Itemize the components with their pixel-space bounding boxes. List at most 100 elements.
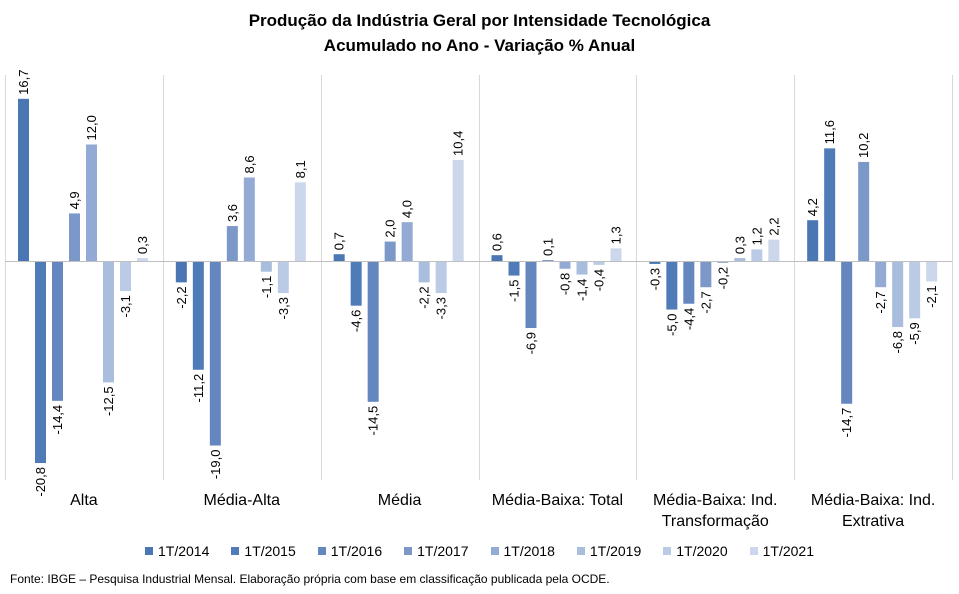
chart-title: Produção da Indústria Geral por Intensid… xyxy=(248,11,711,30)
legend-label: 1T/2017 xyxy=(417,543,469,559)
data-label: -5,9 xyxy=(907,322,922,344)
legend-swatch xyxy=(231,547,240,555)
bar xyxy=(401,222,413,261)
data-label: -14,4 xyxy=(50,405,65,435)
category-label: Média-Baixa: Ind. xyxy=(653,492,778,509)
legend-label: 1T/2019 xyxy=(589,543,642,559)
bar xyxy=(875,261,887,288)
legend-swatch xyxy=(663,547,672,555)
legend-swatch xyxy=(317,547,326,555)
legend-item: 1T/2014 xyxy=(145,541,209,561)
bar xyxy=(435,261,447,294)
bar xyxy=(841,261,853,404)
bar xyxy=(508,261,520,276)
data-label: -1,4 xyxy=(575,279,590,301)
data-label: 0,1 xyxy=(541,238,556,256)
bar xyxy=(768,239,780,261)
bar xyxy=(452,160,464,261)
data-label: -5,0 xyxy=(664,314,679,336)
bar xyxy=(175,261,187,283)
data-label: -2,2 xyxy=(417,286,432,308)
bar xyxy=(858,161,870,261)
bar xyxy=(86,144,97,261)
legend-item: 1T/2019 xyxy=(576,541,642,561)
data-label: -2,2 xyxy=(174,286,189,308)
bar xyxy=(751,249,763,261)
data-label: -12,5 xyxy=(101,386,116,416)
bar xyxy=(926,261,938,282)
bar xyxy=(734,258,746,261)
bar xyxy=(35,261,46,463)
bar xyxy=(103,261,114,383)
legend-item: 1T/2017 xyxy=(404,541,469,561)
bar xyxy=(824,148,836,261)
legend-item: 1T/2021 xyxy=(749,541,814,561)
data-label: -0,4 xyxy=(592,269,607,291)
data-label: 4,0 xyxy=(400,200,415,218)
data-label: -0,2 xyxy=(715,267,730,289)
legend-swatch xyxy=(576,547,585,555)
bar xyxy=(69,213,80,261)
bar xyxy=(683,261,695,304)
legend-label: 1T/2016 xyxy=(330,543,383,559)
data-label: 0,3 xyxy=(135,236,150,254)
bar xyxy=(649,261,661,264)
bar xyxy=(18,98,29,261)
source-note: Fonte: IBGE – Pesquisa Industrial Mensal… xyxy=(10,572,610,586)
data-label: -14,5 xyxy=(366,406,381,436)
legend-item: 1T/2015 xyxy=(231,541,296,561)
data-label: 12,0 xyxy=(84,115,99,140)
data-label: -4,4 xyxy=(681,308,696,330)
data-label: -20,8 xyxy=(33,467,48,497)
data-label: -11,2 xyxy=(191,374,206,403)
bar xyxy=(277,261,289,294)
legend-label: 1T/2014 xyxy=(158,543,210,559)
bar xyxy=(260,261,272,272)
data-label: -2,7 xyxy=(873,291,888,313)
data-label: -0,8 xyxy=(558,273,573,295)
category-label: Média xyxy=(378,492,422,509)
chart-subtitle: Acumulado no Ano - Variação % Anual xyxy=(323,36,636,55)
bar-chart: 16,7 -2,2 0,7 0,6 -0,3 4,2 -20,8 -11,2 -4,6 -1,5 -… xyxy=(5,70,953,530)
bar xyxy=(243,177,255,261)
data-label: 8,1 xyxy=(293,160,308,178)
data-label: -0,3 xyxy=(647,268,662,290)
bar xyxy=(807,220,819,261)
bar xyxy=(491,255,503,261)
data-label: 11,6 xyxy=(822,120,837,144)
legend-swatch xyxy=(749,547,758,555)
bar xyxy=(610,248,622,261)
data-label: 4,9 xyxy=(67,191,82,209)
legend-swatch xyxy=(490,547,499,555)
data-label: 10,2 xyxy=(856,133,871,158)
data-label: 3,6 xyxy=(225,204,240,222)
bar xyxy=(384,241,396,261)
bar xyxy=(192,261,204,370)
bar xyxy=(52,261,63,401)
data-label: -1,5 xyxy=(507,280,522,302)
legend-item: 1T/2020 xyxy=(663,541,728,561)
legend-swatch xyxy=(145,547,153,555)
bar xyxy=(576,261,588,275)
bar xyxy=(137,258,148,261)
legend-label: 1T/2018 xyxy=(503,543,555,559)
data-label: -2,7 xyxy=(698,291,713,313)
data-label: -3,3 xyxy=(434,297,449,319)
legend-swatch xyxy=(404,547,413,555)
category-label: Média-Baixa: Total xyxy=(492,492,623,509)
bar xyxy=(333,254,345,261)
data-label: -3,1 xyxy=(118,295,133,317)
bar xyxy=(559,261,571,269)
category-label: Média-Baixa: Ind. xyxy=(811,492,936,509)
category-label: Alta xyxy=(70,492,98,509)
data-label: 1,3 xyxy=(609,226,624,244)
bar xyxy=(294,182,306,261)
bar xyxy=(418,261,430,283)
category-label: Transformação xyxy=(662,513,769,530)
data-label: 8,6 xyxy=(242,155,257,173)
bar xyxy=(542,260,554,262)
bar xyxy=(593,261,605,265)
data-label: 2,2 xyxy=(766,218,781,236)
data-label: -14,7 xyxy=(839,408,854,438)
data-label: -1,1 xyxy=(259,276,274,298)
